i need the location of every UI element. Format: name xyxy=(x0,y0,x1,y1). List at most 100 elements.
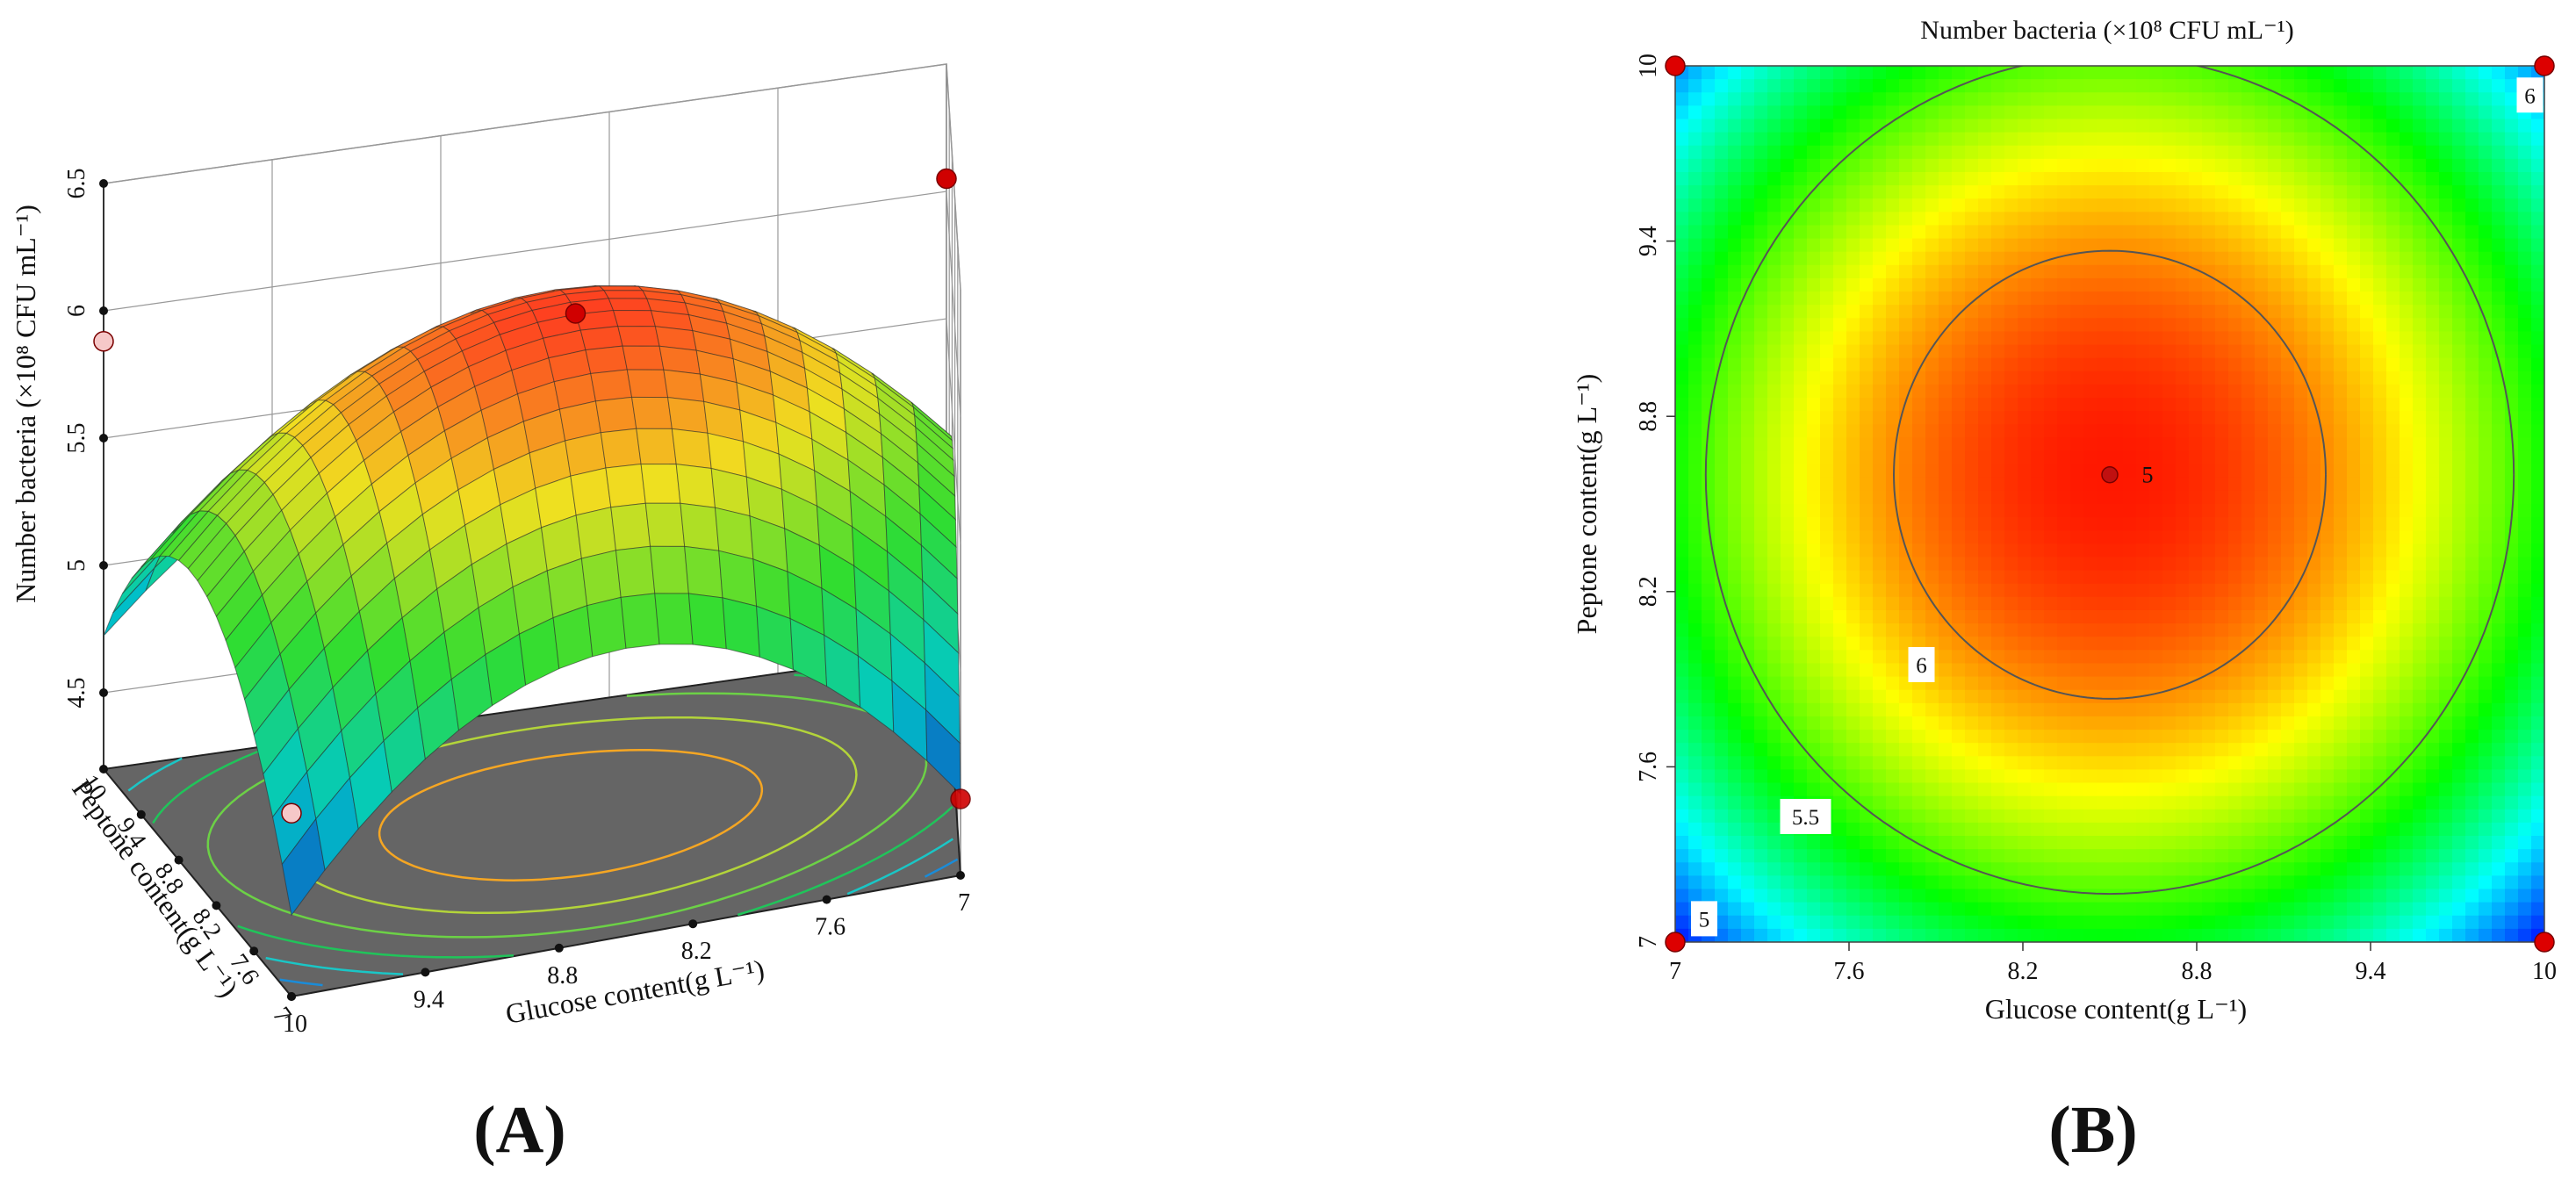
surface-cell xyxy=(654,593,694,645)
color-cell xyxy=(2136,79,2150,93)
color-cell xyxy=(1912,530,1926,544)
x-tick-mark xyxy=(822,895,831,904)
color-cell xyxy=(1978,79,1992,93)
color-cell xyxy=(2505,915,2519,930)
color-cell xyxy=(2413,782,2427,797)
color-cell xyxy=(2018,716,2032,730)
color-cell xyxy=(1702,92,1716,106)
color-cell xyxy=(1741,198,1755,212)
color-cell xyxy=(2004,198,2018,212)
color-cell xyxy=(2255,782,2269,797)
color-cell xyxy=(2281,915,2295,930)
color-cell xyxy=(2334,517,2348,531)
color-cell xyxy=(2400,185,2414,199)
color-cell xyxy=(2426,371,2440,385)
color-cell xyxy=(1952,809,1966,824)
color-cell xyxy=(2136,730,2150,744)
color-cell xyxy=(2452,756,2466,771)
color-cell xyxy=(1781,238,1795,253)
color-cell xyxy=(1781,411,1795,425)
color-cell xyxy=(2360,411,2374,425)
color-cell xyxy=(2241,504,2256,518)
color-cell xyxy=(2255,583,2269,598)
color-cell xyxy=(1675,782,1689,797)
color-cell xyxy=(2413,530,2427,544)
color-cell xyxy=(2228,490,2242,505)
color-cell xyxy=(2031,171,2045,186)
color-cell xyxy=(2004,371,2018,385)
color-cell xyxy=(2452,743,2466,757)
color-cell xyxy=(2268,530,2282,544)
color-cell xyxy=(2334,663,2348,678)
color-cell xyxy=(2479,198,2493,212)
color-cell xyxy=(1781,464,1795,478)
color-cell xyxy=(2294,809,2308,824)
color-cell xyxy=(1886,769,1900,784)
color-cell xyxy=(2097,384,2111,399)
color-cell xyxy=(2307,902,2321,917)
color-cell xyxy=(2149,264,2163,279)
color-cell xyxy=(2492,464,2506,478)
color-cell xyxy=(2070,92,2084,106)
color-cell xyxy=(1767,119,1781,133)
color-cell xyxy=(2057,331,2071,346)
color-cell xyxy=(2518,782,2532,797)
color-cell xyxy=(1846,623,1860,637)
color-cell xyxy=(1939,743,1953,757)
color-cell xyxy=(2097,212,2111,227)
color-cell xyxy=(2228,132,2242,147)
color-cell xyxy=(2110,371,2124,385)
y-tick-label: 8.8 xyxy=(1635,401,1662,432)
color-cell xyxy=(2505,371,2519,385)
color-cell xyxy=(1715,782,1729,797)
color-cell xyxy=(2255,238,2269,253)
color-cell xyxy=(2162,716,2177,730)
color-cell xyxy=(1912,862,1926,876)
color-cell xyxy=(1991,305,2005,319)
color-cell xyxy=(1794,915,1808,930)
color-cell xyxy=(2241,158,2256,173)
color-cell xyxy=(1833,730,1847,744)
color-cell xyxy=(1860,609,1874,624)
color-cell xyxy=(1886,596,1900,611)
color-cell xyxy=(2149,238,2163,253)
color-cell xyxy=(2439,119,2453,133)
color-cell xyxy=(2097,702,2111,717)
color-cell xyxy=(1978,530,1992,544)
color-cell xyxy=(1754,411,1768,425)
color-cell xyxy=(2465,92,2479,106)
color-cell xyxy=(2004,809,2018,824)
color-cell xyxy=(2360,915,2374,930)
color-cell xyxy=(2110,384,2124,399)
color-cell xyxy=(2057,782,2071,797)
color-cell xyxy=(2360,702,2374,717)
color-cell xyxy=(1912,928,1926,942)
color-cell xyxy=(1728,357,1742,372)
color-cell xyxy=(2149,609,2163,624)
color-cell xyxy=(2176,384,2190,399)
color-cell xyxy=(2228,570,2242,585)
color-cell xyxy=(1978,889,1992,903)
color-cell xyxy=(1741,450,1755,465)
color-cell xyxy=(2465,158,2479,173)
color-cell xyxy=(2479,928,2493,942)
color-cell xyxy=(2097,609,2111,624)
color-cell xyxy=(1846,928,1860,942)
color-cell xyxy=(1873,66,1887,80)
color-cell xyxy=(2268,769,2282,784)
color-cell xyxy=(2492,79,2506,93)
color-cell xyxy=(2268,676,2282,691)
color-cell xyxy=(1807,756,1821,771)
color-cell xyxy=(2110,424,2124,438)
color-cell xyxy=(2149,105,2163,120)
color-cell xyxy=(2215,437,2229,452)
color-cell xyxy=(1912,132,1926,147)
color-cell xyxy=(2215,543,2229,558)
color-cell xyxy=(2255,212,2269,227)
color-cell xyxy=(1807,557,1821,572)
color-cell xyxy=(1820,264,1834,279)
color-cell xyxy=(2281,105,2295,120)
color-cell xyxy=(2057,889,2071,903)
color-cell xyxy=(2294,689,2308,704)
color-cell xyxy=(1820,730,1834,744)
